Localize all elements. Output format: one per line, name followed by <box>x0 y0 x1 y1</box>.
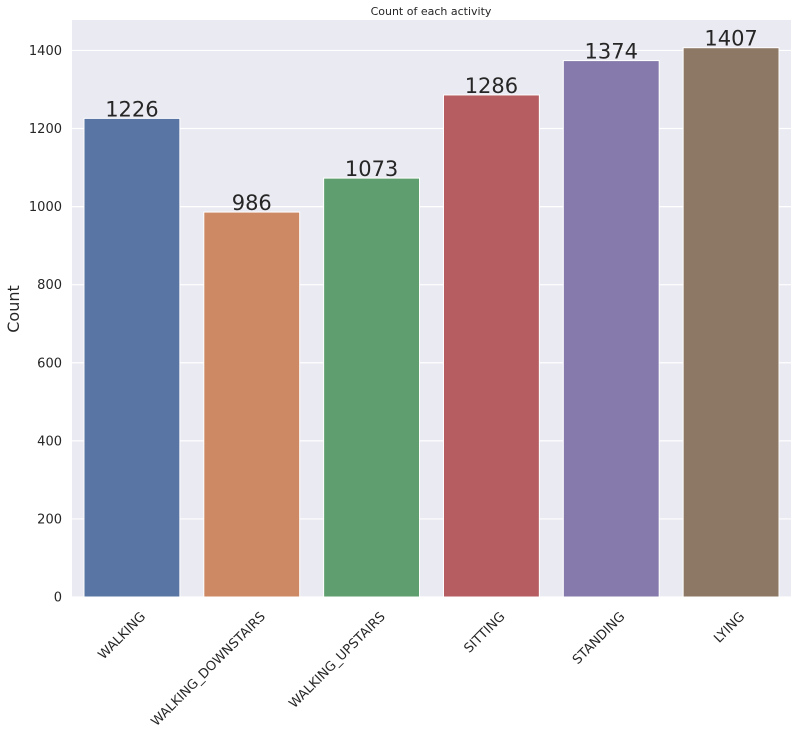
y-tick-label: 0 <box>54 591 62 606</box>
y-tick-label: 400 <box>37 434 62 449</box>
y-tick-label: 600 <box>37 356 62 371</box>
plot-area <box>72 20 791 597</box>
data-label: 986 <box>232 191 272 215</box>
x-tick-label: WALKING_DOWNSTAIRS <box>149 609 269 729</box>
data-label: 1286 <box>465 74 518 98</box>
data-label: 1407 <box>704 27 757 51</box>
data-label: 1226 <box>105 97 158 121</box>
x-tick-label: STANDING <box>570 609 628 667</box>
bars <box>83 47 780 598</box>
x-tick-label: WALKING <box>96 609 149 662</box>
data-label: 1073 <box>345 157 398 181</box>
x-tick-labels: WALKING WALKING_DOWNSTAIRS WALKING_UPSTAIR… <box>96 609 749 729</box>
bar-walking <box>83 117 181 598</box>
data-label: 1374 <box>585 40 638 64</box>
bar-walking-downstairs <box>203 211 301 598</box>
y-tick-label: 1000 <box>29 200 62 215</box>
bar-sitting <box>442 94 540 598</box>
bar-lying <box>682 47 780 598</box>
x-tick-label: SITTING <box>462 609 509 656</box>
bar-standing <box>562 60 660 598</box>
x-tick-label: WALKING_UPSTAIRS <box>286 609 388 711</box>
y-tick-label: 1200 <box>29 122 62 137</box>
chart-title: Count of each activity <box>371 5 492 18</box>
y-tick-label: 1400 <box>29 44 62 59</box>
y-tick-labels: 0 200 400 600 800 1000 1200 1400 <box>29 44 62 606</box>
y-tick-label: 200 <box>37 512 62 527</box>
y-axis-label: Count <box>4 285 23 333</box>
grid-lines <box>72 49 791 598</box>
y-tick-label: 800 <box>37 278 62 293</box>
x-tick-label: LYING <box>711 609 748 646</box>
data-labels: 1226 986 1073 1286 1374 1407 <box>105 27 758 215</box>
bar-walking-upstairs <box>323 177 421 598</box>
